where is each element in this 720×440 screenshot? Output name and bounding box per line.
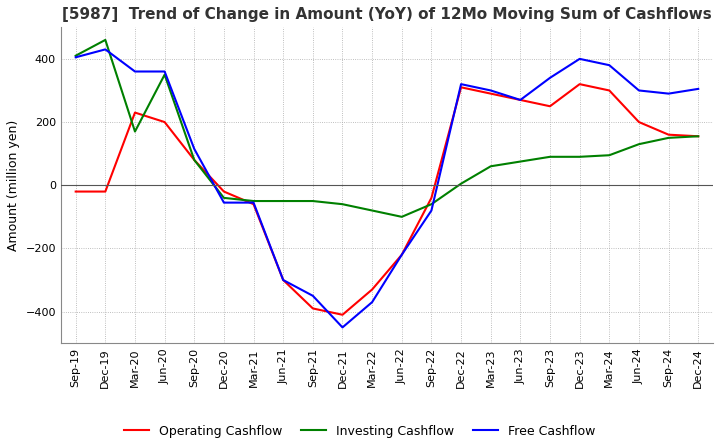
Free Cashflow <box>101 47 109 52</box>
Operating Cashflow <box>397 252 406 257</box>
Free Cashflow <box>71 55 80 60</box>
Investing Cashflow <box>71 53 80 59</box>
Investing Cashflow <box>130 129 139 134</box>
Operating Cashflow <box>368 287 377 292</box>
Operating Cashflow <box>516 97 525 103</box>
Operating Cashflow <box>279 277 287 282</box>
Free Cashflow <box>694 86 703 92</box>
Operating Cashflow <box>161 119 169 125</box>
Operating Cashflow <box>665 132 673 137</box>
Investing Cashflow <box>665 135 673 140</box>
Free Cashflow <box>220 200 228 205</box>
Operating Cashflow <box>130 110 139 115</box>
Free Cashflow <box>309 293 318 298</box>
Operating Cashflow <box>338 312 347 317</box>
Legend: Operating Cashflow, Investing Cashflow, Free Cashflow: Operating Cashflow, Investing Cashflow, … <box>120 420 600 440</box>
Investing Cashflow <box>634 142 643 147</box>
Y-axis label: Amount (million yen): Amount (million yen) <box>7 120 20 251</box>
Operating Cashflow <box>487 91 495 96</box>
Operating Cashflow <box>427 195 436 201</box>
Free Cashflow <box>605 62 613 68</box>
Investing Cashflow <box>279 198 287 204</box>
Line: Free Cashflow: Free Cashflow <box>76 49 698 327</box>
Investing Cashflow <box>427 202 436 207</box>
Free Cashflow <box>279 277 287 282</box>
Operating Cashflow <box>634 119 643 125</box>
Investing Cashflow <box>397 214 406 220</box>
Investing Cashflow <box>101 37 109 43</box>
Investing Cashflow <box>546 154 554 159</box>
Free Cashflow <box>634 88 643 93</box>
Free Cashflow <box>368 300 377 305</box>
Free Cashflow <box>130 69 139 74</box>
Operating Cashflow <box>220 189 228 194</box>
Free Cashflow <box>456 81 465 87</box>
Investing Cashflow <box>338 202 347 207</box>
Free Cashflow <box>546 75 554 81</box>
Free Cashflow <box>338 325 347 330</box>
Operating Cashflow <box>190 158 199 163</box>
Line: Investing Cashflow: Investing Cashflow <box>76 40 698 217</box>
Operating Cashflow <box>101 189 109 194</box>
Line: Operating Cashflow: Operating Cashflow <box>76 84 698 315</box>
Investing Cashflow <box>249 198 258 204</box>
Free Cashflow <box>161 69 169 74</box>
Investing Cashflow <box>220 195 228 201</box>
Investing Cashflow <box>575 154 584 159</box>
Operating Cashflow <box>249 202 258 207</box>
Investing Cashflow <box>190 158 199 163</box>
Investing Cashflow <box>605 153 613 158</box>
Title: [5987]  Trend of Change in Amount (YoY) of 12Mo Moving Sum of Cashflows: [5987] Trend of Change in Amount (YoY) o… <box>62 7 712 22</box>
Free Cashflow <box>516 97 525 103</box>
Investing Cashflow <box>694 134 703 139</box>
Free Cashflow <box>427 208 436 213</box>
Free Cashflow <box>487 88 495 93</box>
Free Cashflow <box>397 252 406 257</box>
Investing Cashflow <box>309 198 318 204</box>
Operating Cashflow <box>694 134 703 139</box>
Operating Cashflow <box>309 306 318 311</box>
Free Cashflow <box>249 200 258 205</box>
Investing Cashflow <box>487 164 495 169</box>
Operating Cashflow <box>605 88 613 93</box>
Operating Cashflow <box>546 103 554 109</box>
Operating Cashflow <box>575 81 584 87</box>
Investing Cashflow <box>368 208 377 213</box>
Free Cashflow <box>190 146 199 151</box>
Investing Cashflow <box>161 72 169 77</box>
Free Cashflow <box>665 91 673 96</box>
Investing Cashflow <box>456 181 465 186</box>
Free Cashflow <box>575 56 584 62</box>
Operating Cashflow <box>456 84 465 90</box>
Investing Cashflow <box>516 159 525 164</box>
Operating Cashflow <box>71 189 80 194</box>
